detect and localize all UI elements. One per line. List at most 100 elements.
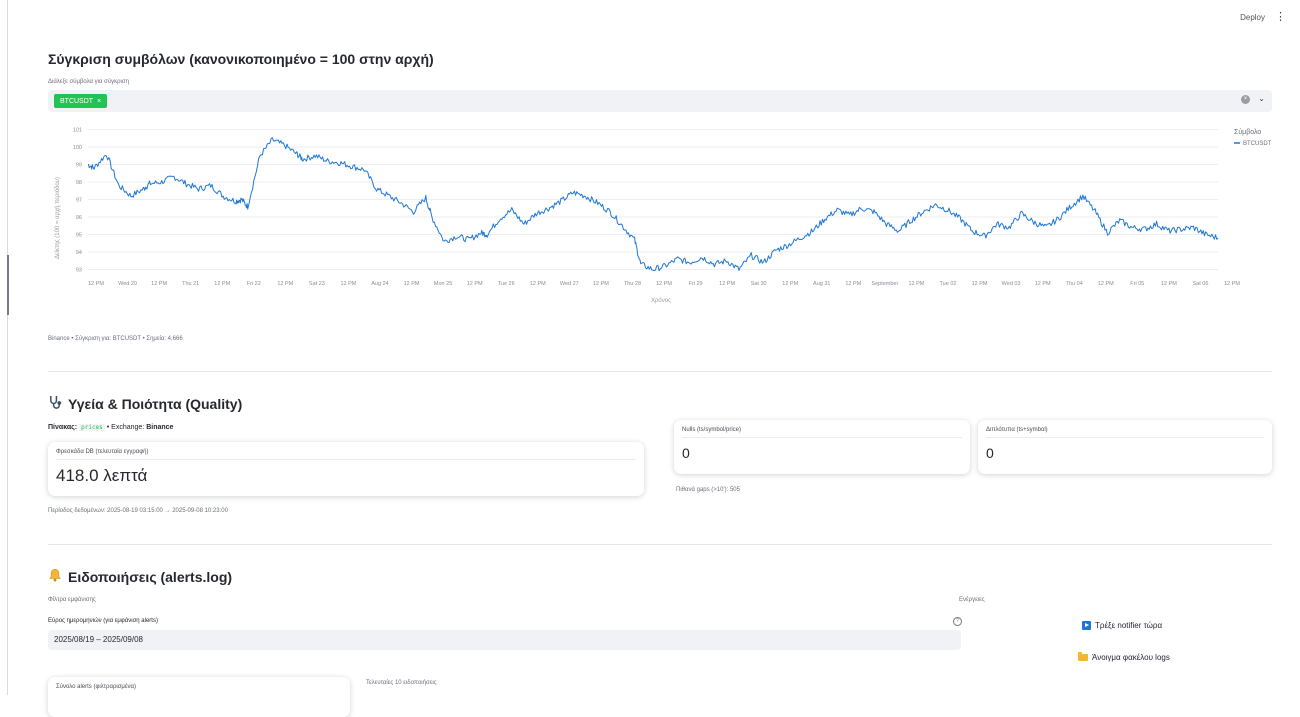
- x-tick-label: Sat 23: [309, 281, 325, 287]
- filters-label: Φίλτρα εμφάνισης: [48, 597, 96, 603]
- y-axis-label: Δείκτης (100 = αρχή περιόδου): [54, 177, 61, 259]
- x-tick-label: Thu 04: [1066, 281, 1083, 287]
- duplicates-metric-card: Διπλότυπα (ts+symbol) 0: [978, 420, 1272, 474]
- bell-icon: [49, 569, 61, 582]
- x-tick-label: 12 PM: [656, 281, 672, 287]
- deploy-button[interactable]: Deploy: [1240, 12, 1265, 22]
- compare-title: Σύγκριση συμβόλων (κανονικοποιημένο = 10…: [48, 51, 434, 67]
- x-tick-label: Wed 03: [1002, 281, 1021, 287]
- open-logs-button[interactable]: Άνοιγμα φακέλου logs: [1078, 652, 1170, 662]
- date-range-value: 2025/08/19 – 2025/09/08: [54, 635, 143, 644]
- section-divider: [48, 544, 1272, 545]
- x-tick-label: 12 PM: [214, 281, 230, 287]
- sidebar-edge: [7, 0, 8, 695]
- legend-item-btcusdt[interactable]: BTCUSDT: [1243, 141, 1272, 147]
- symbol-multiselect[interactable]: BTCUSDT × × ⌄: [48, 90, 1272, 112]
- compare-caption: Binance • Σύγκριση για: BTCUSDT • Σημεία…: [48, 336, 183, 342]
- x-axis-label: Χρόνος: [651, 297, 671, 304]
- x-tick-label: 12 PM: [972, 281, 988, 287]
- x-tick-label: 12 PM: [1098, 281, 1114, 287]
- nulls-value: 0: [682, 445, 690, 461]
- series-line-btcusdt: [87, 137, 1219, 272]
- y-tick-label: 95: [76, 233, 82, 239]
- x-tick-label: Wed 27: [560, 281, 579, 287]
- y-tick-label: 93: [76, 268, 82, 274]
- x-tick-label: 12 PM: [530, 281, 546, 287]
- last-alerts-label: Τελευταίες 10 ειδοποιήσεις: [366, 680, 437, 686]
- x-tick-label: 12 PM: [340, 281, 356, 287]
- y-tick-label: 97: [76, 198, 82, 204]
- comparison-line-chart[interactable]: 93 94 95 96 97 98 99 100 101 12 PM Wed 20 12 PM Thu…: [48, 118, 1272, 318]
- x-tick-label: 12 PM: [908, 281, 924, 287]
- kebab-menu-icon[interactable]: ⋮: [1275, 11, 1286, 23]
- legend-title: Σύμβολο: [1234, 128, 1261, 136]
- run-notifier-button[interactable]: Τρέξε notifier τώρα: [1082, 621, 1162, 630]
- alerts-title: Ειδοποιήσεις (alerts.log): [68, 569, 233, 585]
- freshness-value: 418.0 λεπτά: [56, 466, 148, 485]
- open-logs-label: Άνοιγμα φακέλου logs: [1092, 653, 1170, 662]
- freshness-label: Φρεσκάδα DB (τελευταία εγγραφή): [56, 449, 149, 455]
- x-tick-label: Fri 22: [247, 281, 261, 287]
- x-tick-label: 12 PM: [467, 281, 483, 287]
- actions-label: Ενέργειες: [959, 597, 985, 603]
- x-tick-label: Fri 05: [1130, 281, 1144, 287]
- x-tick-label: 12 PM: [151, 281, 167, 287]
- x-tick-label: 12 PM: [1161, 281, 1177, 287]
- play-icon: [1082, 621, 1091, 630]
- card-rule: [986, 437, 1264, 438]
- y-tick-label: 96: [76, 215, 82, 221]
- y-tick-label: 94: [76, 250, 82, 256]
- card-rule: [56, 459, 636, 460]
- table-label: Πίνακας:: [48, 424, 78, 431]
- freshness-metric-card: Φρεσκάδα DB (τελευταία εγγραφή) 418.0 λε…: [48, 442, 644, 496]
- y-tick-label: 98: [76, 180, 82, 186]
- symbol-chip[interactable]: BTCUSDT ×: [54, 94, 108, 108]
- sidebar-resize-handle[interactable]: [7, 255, 9, 315]
- x-tick-label: Aug 24: [371, 281, 388, 287]
- x-tick-label: 12 PM: [1224, 281, 1240, 287]
- nulls-label: Nulls (ts/symbol/price): [682, 427, 742, 433]
- x-tick-label: Sat 30: [751, 281, 767, 287]
- x-tick-label: Fri 29: [689, 281, 703, 287]
- duplicates-value: 0: [986, 445, 994, 461]
- run-notifier-label: Τρέξε notifier τώρα: [1095, 621, 1163, 630]
- x-tick-label: Sat 06: [1192, 281, 1208, 287]
- top-toolbar: Deploy ⋮: [1240, 11, 1286, 23]
- symbol-chip-label: BTCUSDT: [60, 97, 94, 105]
- x-tick-label: 12 PM: [1035, 281, 1051, 287]
- stethoscope-icon: [50, 395, 62, 409]
- x-tick-label: 12 PM: [277, 281, 293, 287]
- chevron-down-icon[interactable]: ⌄: [1258, 94, 1265, 103]
- x-tick-label: Thu 28: [624, 281, 641, 287]
- quality-info-line: Πίνακας: prices • Exchange: Binance: [48, 424, 173, 431]
- alerts-total-label: Σύνολο alerts (φιλτραρισμένα): [56, 684, 136, 690]
- duplicates-label: Διπλότυπα (ts+symbol): [986, 427, 1048, 433]
- x-tick-label: September: [871, 281, 898, 287]
- alerts-total-card: Σύνολο alerts (φιλτραρισμένα): [48, 677, 350, 717]
- x-tick-label: 12 PM: [88, 281, 104, 287]
- y-tick-label: 100: [73, 145, 82, 151]
- clear-selection-icon[interactable]: ×: [1241, 95, 1250, 104]
- x-tick-label: Mon 25: [434, 281, 452, 287]
- x-tick-label: 12 PM: [719, 281, 735, 287]
- x-tick-label: Wed 20: [118, 281, 137, 287]
- exchange-label: • Exchange:: [106, 424, 145, 431]
- quality-title: Υγεία & Ποιότητα (Quality): [68, 396, 243, 412]
- x-tick-label: 12 PM: [593, 281, 609, 287]
- x-tick-label: Tue 02: [940, 281, 957, 287]
- x-tick-label: Tue 26: [498, 281, 515, 287]
- x-tick-label: 12 PM: [404, 281, 420, 287]
- date-range-input[interactable]: 2025/08/19 – 2025/09/08: [48, 630, 961, 650]
- x-tick-label: Thu 21: [182, 281, 199, 287]
- gaps-text: Πιθανά gaps (>10'): 505: [676, 487, 740, 493]
- help-icon[interactable]: ?: [953, 617, 962, 626]
- exchange-value: Binance: [146, 424, 174, 431]
- y-tick-label: 101: [73, 128, 82, 134]
- x-tick-label: Aug 31: [813, 281, 830, 287]
- card-rule: [682, 437, 962, 438]
- symbol-select-label: Διάλεξε σύμβολα για σύγκριση: [48, 79, 129, 85]
- table-name-code: prices: [79, 424, 105, 431]
- folder-icon: [1078, 652, 1088, 661]
- period-text: Περίοδος δεδομένων: 2025-08-19 03:15:00 …: [48, 508, 228, 514]
- chip-remove-icon[interactable]: ×: [97, 97, 102, 105]
